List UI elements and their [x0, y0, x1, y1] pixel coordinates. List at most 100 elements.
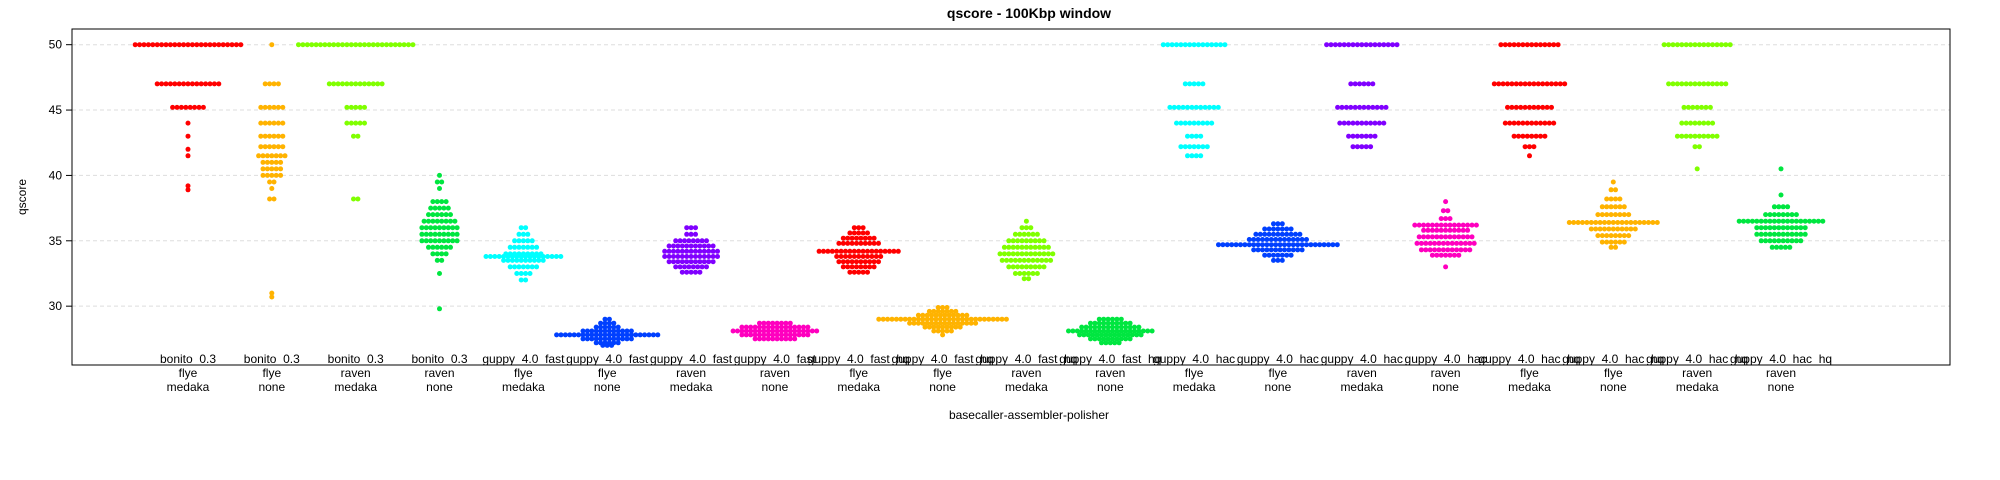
data-point [865, 248, 870, 254]
data-point [1580, 220, 1585, 225]
data-point [895, 248, 901, 254]
data-point [770, 324, 776, 330]
data-point [964, 316, 970, 322]
data-point [770, 320, 776, 326]
data-point [1123, 336, 1129, 342]
data-point [1491, 81, 1497, 87]
data-point [944, 328, 950, 334]
data-point [545, 254, 551, 259]
category-swarm [876, 305, 1009, 338]
data-point [1701, 42, 1707, 48]
data-point [1692, 120, 1698, 126]
data-point [893, 316, 899, 322]
data-point [876, 316, 882, 322]
data-point [955, 312, 961, 318]
data-point [432, 238, 438, 244]
data-point [1613, 196, 1618, 202]
data-point [1527, 144, 1532, 150]
data-point [1260, 242, 1265, 248]
data-point [439, 179, 445, 185]
data-point [271, 81, 277, 87]
data-point [611, 328, 617, 334]
data-point [1529, 42, 1535, 48]
data-point [940, 324, 946, 330]
data-point [1443, 252, 1449, 258]
data-point [1524, 42, 1530, 48]
data-point [854, 240, 859, 246]
data-point [1778, 192, 1784, 198]
data-point [862, 259, 868, 265]
data-point [677, 264, 683, 270]
data-point [584, 332, 590, 338]
data-point [1019, 251, 1025, 257]
data-point [1551, 42, 1557, 48]
data-point [1260, 237, 1265, 242]
data-point [642, 332, 648, 338]
data-point [606, 328, 612, 334]
data-point [1279, 252, 1285, 258]
data-point [1103, 340, 1109, 346]
data-point [942, 312, 948, 318]
data-point [1041, 264, 1047, 270]
y-axis-title: qscore [15, 179, 29, 215]
data-point [207, 42, 213, 48]
data-point [1454, 240, 1460, 246]
data-point [154, 81, 160, 87]
data-point [229, 42, 235, 48]
data-point [1282, 242, 1287, 248]
data-point [865, 269, 870, 275]
data-point [1608, 187, 1614, 193]
data-point [1425, 227, 1431, 233]
data-point [353, 120, 359, 126]
data-point [562, 332, 568, 338]
data-point [419, 225, 425, 231]
data-point [483, 254, 489, 259]
data-point [1593, 226, 1599, 232]
data-point [1776, 225, 1782, 231]
data-point [801, 324, 806, 330]
category-swarm [1066, 316, 1155, 346]
data-point [527, 257, 533, 263]
data-point [1092, 320, 1098, 326]
data-point [1264, 247, 1270, 253]
data-point [516, 231, 522, 237]
data-point [602, 324, 608, 330]
data-point [437, 306, 442, 312]
data-point [430, 212, 436, 218]
data-point [688, 259, 694, 265]
data-point [1793, 225, 1799, 231]
data-point [1793, 212, 1799, 218]
data-point [929, 320, 935, 326]
data-point [1010, 264, 1016, 270]
data-point [1469, 234, 1475, 240]
x-category-label: medaka [670, 380, 713, 394]
data-point [1275, 221, 1281, 227]
category-labels: bonito_0.3flyemedakabonito_0.3flyenonebo… [160, 352, 1832, 394]
data-point [1129, 332, 1135, 338]
data-point [443, 212, 449, 218]
data-point [671, 254, 676, 259]
data-point [1789, 212, 1795, 218]
data-point [860, 254, 866, 259]
data-point [1271, 252, 1276, 258]
data-point [1284, 231, 1290, 237]
data-point [1608, 204, 1614, 210]
data-point [940, 308, 946, 314]
data-point [448, 212, 453, 218]
data-point [189, 42, 195, 48]
data-point [1233, 242, 1239, 248]
data-point [1273, 247, 1279, 253]
data-point [858, 264, 864, 270]
data-point [1365, 104, 1371, 110]
data-point [441, 238, 447, 244]
data-point [1017, 231, 1023, 237]
data-point [1114, 336, 1120, 342]
data-point [271, 104, 277, 110]
data-point [1473, 222, 1479, 228]
data-point [1114, 320, 1120, 326]
data-point [688, 243, 694, 249]
data-point [710, 259, 716, 265]
data-point [1604, 239, 1610, 245]
data-point [1710, 81, 1716, 87]
data-point [598, 328, 604, 334]
